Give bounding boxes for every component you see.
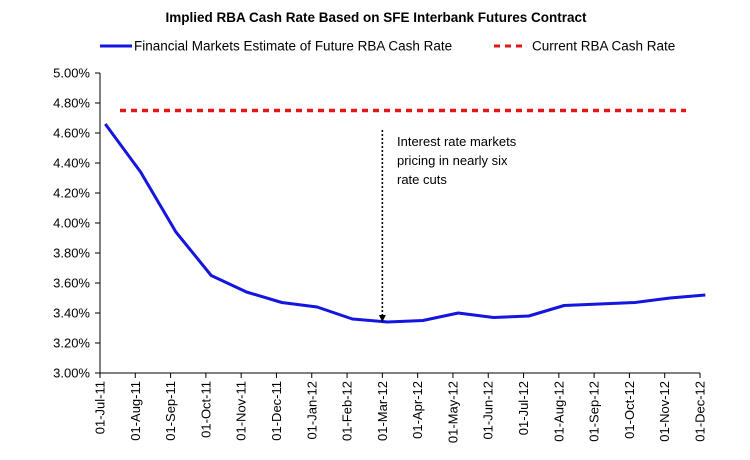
x-tick-label: 01-Jun-12 [481, 381, 496, 440]
x-tick-label: 01-Nov-12 [657, 381, 672, 442]
series-forecast-line [104, 123, 706, 324]
x-tick-label: 01-Dec-11 [269, 381, 284, 441]
annotation-arrow [378, 130, 386, 322]
chart-title: Implied RBA Cash Rate Based on SFE Inter… [165, 10, 587, 25]
y-tick-label: 4.00% [53, 216, 90, 231]
y-tick-label: 3.00% [53, 366, 90, 381]
annotation-line-1: Interest rate markets [397, 134, 517, 149]
legend-label-current: Current RBA Cash Rate [532, 39, 675, 54]
x-tick-label: 01-Jul-11 [93, 381, 108, 434]
y-tick-label: 4.20% [53, 186, 90, 201]
x-tick-label: 01-Sep-12 [587, 381, 602, 442]
x-tick-label: 01-Jan-12 [304, 381, 319, 440]
x-tick-label: 01-Jul-12 [516, 381, 531, 435]
x-tick-label: 01-May-12 [445, 381, 460, 443]
axes: 3.00% 3.20% 3.40% 3.60% 3.80% 4.00% 4.20% 4.40%… [53, 66, 707, 444]
x-tick-label: 01-Mar-12 [375, 381, 390, 441]
y-tick-label: 4.60% [53, 126, 90, 141]
x-tick-label: 01-Feb-12 [340, 381, 355, 441]
x-tick-label: 01-Apr-12 [410, 381, 425, 439]
y-tick-label: 5.00% [53, 66, 90, 81]
x-tick-label: 01-Aug-11 [128, 381, 143, 441]
y-tick-label: 3.60% [53, 276, 90, 291]
y-tick-label: 3.40% [53, 306, 90, 321]
legend: Financial Markets Estimate of Future RBA… [100, 39, 675, 54]
x-tick-label: 01-Sep-11 [163, 381, 178, 441]
annotation-line-3: rate cuts [397, 172, 447, 187]
y-tick-label: 3.80% [53, 246, 90, 261]
annotation-line-2: pricing in nearly six [397, 153, 508, 168]
annotation-arrow-head [378, 315, 386, 322]
y-tick-label: 4.40% [53, 156, 90, 171]
legend-label-forecast: Financial Markets Estimate of Future RBA… [134, 39, 452, 54]
x-tick-label: 01-Aug-12 [551, 381, 566, 442]
x-tick-label: 01-Oct-11 [198, 381, 213, 438]
y-tick-label: 4.80% [53, 96, 90, 111]
series-layer [104, 108, 706, 324]
y-tick-label: 3.20% [53, 336, 90, 351]
x-tick-label: 01-Dec-12 [693, 381, 708, 442]
x-tick-label: 01-Oct-12 [622, 381, 637, 439]
x-tick-label: 01-Nov-11 [234, 381, 249, 441]
annotation: Interest rate markets pricing in nearly … [397, 134, 517, 187]
